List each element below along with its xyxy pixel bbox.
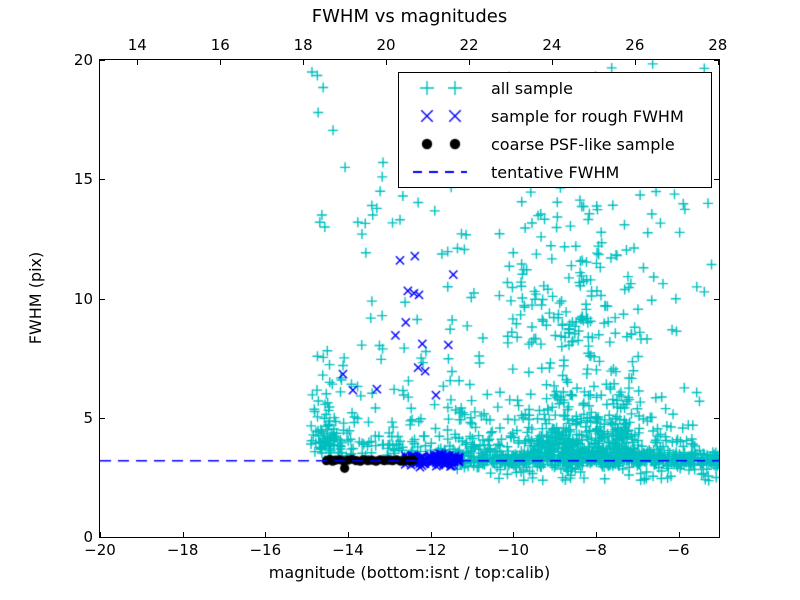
x-tick (347, 532, 349, 537)
top-tick-label: 24 (542, 36, 562, 54)
x-tick-label: −10 (497, 541, 530, 559)
y-tick-left (100, 417, 105, 419)
legend-marker-dashed-line-icon (409, 160, 473, 184)
y-tick-label: 15 (73, 170, 93, 189)
x-tick (265, 532, 267, 537)
top-tick (386, 60, 388, 65)
top-tick (551, 60, 553, 65)
x-tick (430, 532, 432, 537)
top-tick-label: 28 (708, 36, 728, 54)
legend-row: tentative FWHM (399, 158, 711, 186)
y-tick-left (100, 537, 105, 538)
y-tick-label: 5 (83, 408, 93, 427)
top-tick-label: 16 (210, 36, 230, 54)
y-tick-left (100, 60, 105, 61)
chart-title: FWHM vs magnitudes (311, 6, 508, 27)
legend-label: sample for rough FWHM (491, 106, 684, 126)
plot-frame (99, 59, 720, 538)
top-tick (717, 60, 719, 65)
y-tick-right (714, 298, 719, 300)
top-tick (220, 60, 222, 65)
legend-box: all sample sample for rough FWHM coarse PS… (398, 72, 712, 188)
x-tick-label: −8 (584, 541, 607, 559)
x-tick (100, 532, 101, 537)
y-tick-left (100, 179, 105, 181)
top-tick (303, 60, 305, 65)
y-tick-label: 10 (73, 289, 93, 308)
legend-label: tentative FWHM (491, 162, 620, 182)
legend-label: coarse PSF-like sample (491, 134, 675, 154)
y-tick-label: 0 (83, 528, 93, 546)
legend-row: all sample (399, 74, 711, 102)
top-tick (137, 60, 139, 65)
top-tick-label: 18 (293, 36, 313, 54)
legend-label: all sample (491, 78, 573, 98)
y-tick-right (714, 60, 719, 61)
x-tick-label: −6 (667, 541, 690, 559)
x-tick-label: −14 (332, 541, 364, 559)
legend-marker-cross-icon (409, 104, 473, 128)
legend-marker-plus-icon (409, 76, 473, 100)
x-tick (182, 532, 184, 537)
top-tick-label: 14 (127, 36, 147, 54)
top-tick-label: 22 (459, 36, 479, 54)
y-tick-right (714, 179, 719, 181)
x-axis-label: magnitude (bottom:isnt / top:calib) (268, 563, 551, 582)
x-tick (678, 532, 680, 537)
top-tick (468, 60, 470, 65)
x-tick-label: −16 (249, 541, 282, 559)
legend-row: sample for rough FWHM (399, 102, 711, 130)
y-tick-right (714, 537, 719, 538)
x-tick-label: −20 (84, 541, 116, 559)
x-tick (595, 532, 597, 537)
top-tick-label: 26 (625, 36, 645, 54)
y-tick-label: 20 (73, 51, 93, 69)
legend-row: coarse PSF-like sample (399, 130, 711, 158)
top-tick-label: 20 (376, 36, 396, 54)
x-tick-label: −18 (166, 541, 199, 559)
y-tick-left (100, 298, 105, 300)
top-tick (634, 60, 636, 65)
y-axis-label: FWHM (pix) (26, 251, 45, 345)
y-tick-right (714, 417, 719, 419)
legend-marker-dot-icon (409, 132, 473, 156)
x-tick (513, 532, 515, 537)
x-tick-label: −12 (414, 541, 447, 559)
